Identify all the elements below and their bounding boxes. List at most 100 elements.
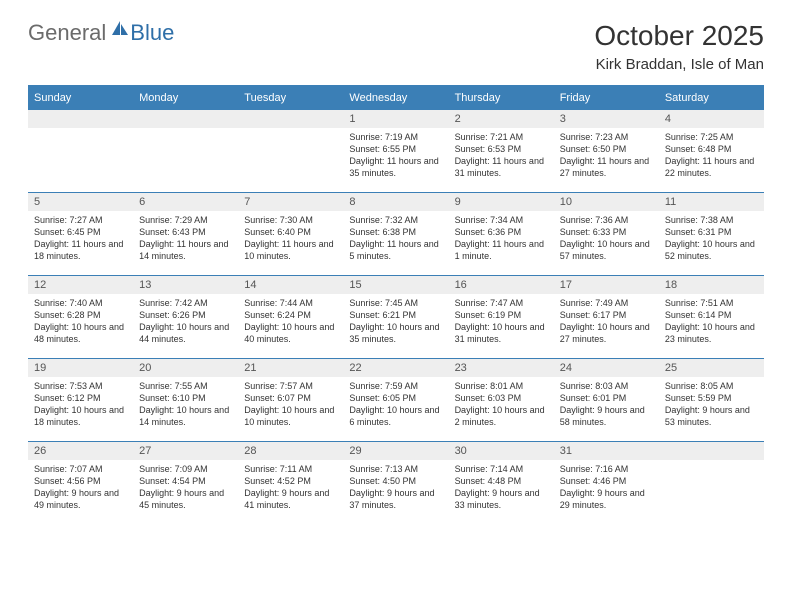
day-cell: 27Sunrise: 7:09 AMSunset: 4:54 PMDayligh… xyxy=(133,442,238,525)
day-header: Tuesday xyxy=(238,86,343,110)
day-cell: 29Sunrise: 7:13 AMSunset: 4:50 PMDayligh… xyxy=(343,442,448,525)
day-number: 22 xyxy=(343,359,448,377)
title-block: October 2025 Kirk Braddan, Isle of Man xyxy=(594,20,764,73)
day-cell xyxy=(238,110,343,193)
week-row: 5Sunrise: 7:27 AMSunset: 6:45 PMDaylight… xyxy=(28,193,764,276)
day-number: 23 xyxy=(449,359,554,377)
logo-text-blue: Blue xyxy=(130,20,174,46)
day-number: 2 xyxy=(449,110,554,128)
day-body: Sunrise: 7:23 AMSunset: 6:50 PMDaylight:… xyxy=(554,128,659,183)
day-cell: 9Sunrise: 7:34 AMSunset: 6:36 PMDaylight… xyxy=(449,193,554,276)
day-cell: 23Sunrise: 8:01 AMSunset: 6:03 PMDayligh… xyxy=(449,359,554,442)
day-header: Monday xyxy=(133,86,238,110)
day-body: Sunrise: 7:53 AMSunset: 6:12 PMDaylight:… xyxy=(28,377,133,432)
day-header: Thursday xyxy=(449,86,554,110)
day-number: 28 xyxy=(238,442,343,460)
day-number: 9 xyxy=(449,193,554,211)
day-header: Wednesday xyxy=(343,86,448,110)
day-cell: 22Sunrise: 7:59 AMSunset: 6:05 PMDayligh… xyxy=(343,359,448,442)
day-number-empty xyxy=(133,110,238,128)
day-body: Sunrise: 7:51 AMSunset: 6:14 PMDaylight:… xyxy=(659,294,764,349)
day-body: Sunrise: 7:34 AMSunset: 6:36 PMDaylight:… xyxy=(449,211,554,266)
day-cell: 2Sunrise: 7:21 AMSunset: 6:53 PMDaylight… xyxy=(449,110,554,193)
day-number: 3 xyxy=(554,110,659,128)
day-body: Sunrise: 7:19 AMSunset: 6:55 PMDaylight:… xyxy=(343,128,448,183)
day-body: Sunrise: 7:38 AMSunset: 6:31 PMDaylight:… xyxy=(659,211,764,266)
day-cell: 17Sunrise: 7:49 AMSunset: 6:17 PMDayligh… xyxy=(554,276,659,359)
day-body: Sunrise: 8:05 AMSunset: 5:59 PMDaylight:… xyxy=(659,377,764,432)
day-body: Sunrise: 7:27 AMSunset: 6:45 PMDaylight:… xyxy=(28,211,133,266)
day-body: Sunrise: 7:09 AMSunset: 4:54 PMDaylight:… xyxy=(133,460,238,515)
day-cell: 21Sunrise: 7:57 AMSunset: 6:07 PMDayligh… xyxy=(238,359,343,442)
day-number: 31 xyxy=(554,442,659,460)
logo-text-general: General xyxy=(28,20,106,46)
day-body: Sunrise: 7:40 AMSunset: 6:28 PMDaylight:… xyxy=(28,294,133,349)
day-number: 16 xyxy=(449,276,554,294)
week-row: 1Sunrise: 7:19 AMSunset: 6:55 PMDaylight… xyxy=(28,110,764,193)
day-body: Sunrise: 7:55 AMSunset: 6:10 PMDaylight:… xyxy=(133,377,238,432)
day-number: 24 xyxy=(554,359,659,377)
day-cell: 25Sunrise: 8:05 AMSunset: 5:59 PMDayligh… xyxy=(659,359,764,442)
day-number: 19 xyxy=(28,359,133,377)
logo: General Blue xyxy=(28,20,174,46)
day-cell: 12Sunrise: 7:40 AMSunset: 6:28 PMDayligh… xyxy=(28,276,133,359)
day-number: 20 xyxy=(133,359,238,377)
day-body: Sunrise: 7:44 AMSunset: 6:24 PMDaylight:… xyxy=(238,294,343,349)
day-body: Sunrise: 7:49 AMSunset: 6:17 PMDaylight:… xyxy=(554,294,659,349)
calendar-table: SundayMondayTuesdayWednesdayThursdayFrid… xyxy=(28,85,764,524)
week-row: 26Sunrise: 7:07 AMSunset: 4:56 PMDayligh… xyxy=(28,442,764,525)
day-number: 1 xyxy=(343,110,448,128)
day-cell: 13Sunrise: 7:42 AMSunset: 6:26 PMDayligh… xyxy=(133,276,238,359)
day-cell: 31Sunrise: 7:16 AMSunset: 4:46 PMDayligh… xyxy=(554,442,659,525)
day-cell xyxy=(133,110,238,193)
header: General Blue October 2025 Kirk Braddan, … xyxy=(28,20,764,73)
day-header-row: SundayMondayTuesdayWednesdayThursdayFrid… xyxy=(28,86,764,110)
day-cell: 1Sunrise: 7:19 AMSunset: 6:55 PMDaylight… xyxy=(343,110,448,193)
day-body: Sunrise: 7:36 AMSunset: 6:33 PMDaylight:… xyxy=(554,211,659,266)
day-body: Sunrise: 7:42 AMSunset: 6:26 PMDaylight:… xyxy=(133,294,238,349)
day-number: 18 xyxy=(659,276,764,294)
day-cell: 19Sunrise: 7:53 AMSunset: 6:12 PMDayligh… xyxy=(28,359,133,442)
day-cell: 3Sunrise: 7:23 AMSunset: 6:50 PMDaylight… xyxy=(554,110,659,193)
day-body: Sunrise: 7:29 AMSunset: 6:43 PMDaylight:… xyxy=(133,211,238,266)
page-title: October 2025 xyxy=(594,20,764,52)
day-body: Sunrise: 7:59 AMSunset: 6:05 PMDaylight:… xyxy=(343,377,448,432)
day-number: 25 xyxy=(659,359,764,377)
day-number: 5 xyxy=(28,193,133,211)
day-cell: 7Sunrise: 7:30 AMSunset: 6:40 PMDaylight… xyxy=(238,193,343,276)
day-body: Sunrise: 7:45 AMSunset: 6:21 PMDaylight:… xyxy=(343,294,448,349)
day-number: 26 xyxy=(28,442,133,460)
week-row: 12Sunrise: 7:40 AMSunset: 6:28 PMDayligh… xyxy=(28,276,764,359)
day-cell xyxy=(659,442,764,525)
day-number: 17 xyxy=(554,276,659,294)
day-number-empty xyxy=(28,110,133,128)
day-header: Sunday xyxy=(28,86,133,110)
day-body: Sunrise: 7:57 AMSunset: 6:07 PMDaylight:… xyxy=(238,377,343,432)
day-body: Sunrise: 7:32 AMSunset: 6:38 PMDaylight:… xyxy=(343,211,448,266)
day-number: 30 xyxy=(449,442,554,460)
day-cell: 15Sunrise: 7:45 AMSunset: 6:21 PMDayligh… xyxy=(343,276,448,359)
day-body: Sunrise: 7:11 AMSunset: 4:52 PMDaylight:… xyxy=(238,460,343,515)
day-body: Sunrise: 7:30 AMSunset: 6:40 PMDaylight:… xyxy=(238,211,343,266)
day-cell xyxy=(28,110,133,193)
day-cell: 8Sunrise: 7:32 AMSunset: 6:38 PMDaylight… xyxy=(343,193,448,276)
day-number: 10 xyxy=(554,193,659,211)
day-number-empty xyxy=(659,442,764,460)
day-header: Friday xyxy=(554,86,659,110)
day-cell: 16Sunrise: 7:47 AMSunset: 6:19 PMDayligh… xyxy=(449,276,554,359)
day-number: 29 xyxy=(343,442,448,460)
location-label: Kirk Braddan, Isle of Man xyxy=(594,56,764,73)
day-cell: 24Sunrise: 8:03 AMSunset: 6:01 PMDayligh… xyxy=(554,359,659,442)
logo-sail-icon xyxy=(110,19,130,42)
day-number: 13 xyxy=(133,276,238,294)
day-number: 21 xyxy=(238,359,343,377)
day-number: 11 xyxy=(659,193,764,211)
day-body: Sunrise: 7:25 AMSunset: 6:48 PMDaylight:… xyxy=(659,128,764,183)
day-cell: 14Sunrise: 7:44 AMSunset: 6:24 PMDayligh… xyxy=(238,276,343,359)
day-number: 12 xyxy=(28,276,133,294)
day-body: Sunrise: 7:13 AMSunset: 4:50 PMDaylight:… xyxy=(343,460,448,515)
day-number: 15 xyxy=(343,276,448,294)
day-header: Saturday xyxy=(659,86,764,110)
day-body: Sunrise: 8:01 AMSunset: 6:03 PMDaylight:… xyxy=(449,377,554,432)
day-body: Sunrise: 7:47 AMSunset: 6:19 PMDaylight:… xyxy=(449,294,554,349)
